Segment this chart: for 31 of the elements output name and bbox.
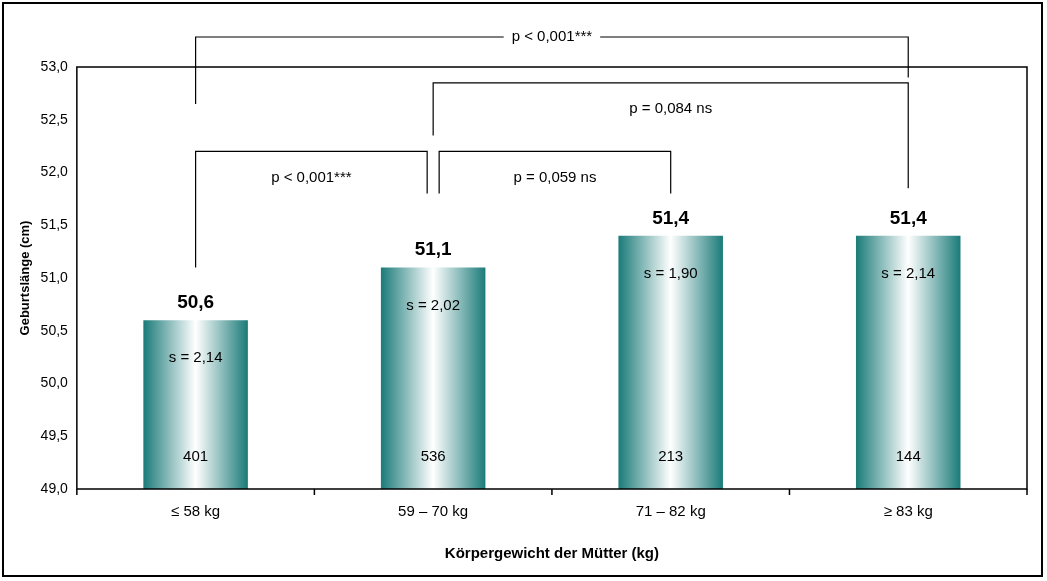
y-tick-label: 49,5 bbox=[40, 427, 69, 444]
y-tick-label: 50,5 bbox=[40, 321, 69, 338]
annotation: p = 0,059 ns bbox=[513, 167, 597, 185]
data-label: 51,4 bbox=[889, 206, 928, 228]
annotation: 213 bbox=[658, 447, 684, 465]
x-tick-label: 59 – 70 kg bbox=[398, 502, 469, 520]
annotation: s = 2,14 bbox=[881, 263, 936, 281]
data-label: 51,1 bbox=[414, 238, 453, 260]
y-tick-label: 53,0 bbox=[40, 57, 69, 74]
text: p < 0,001*** bbox=[511, 27, 593, 45]
annotation: 536 bbox=[420, 447, 446, 465]
annotation: 401 bbox=[183, 447, 209, 465]
annotation: s = 1,90 bbox=[643, 263, 698, 281]
y-tick-label: 52,0 bbox=[40, 163, 69, 180]
annotation: s = 2,02 bbox=[406, 295, 461, 313]
y-tick-label: 50,0 bbox=[40, 374, 69, 391]
y-tick-label: 52,5 bbox=[40, 110, 69, 127]
x-tick-label: 71 – 82 kg bbox=[635, 502, 706, 520]
y-tick-label: 51,0 bbox=[40, 268, 69, 285]
data-label: 51,4 bbox=[652, 206, 690, 228]
y-axis-title: Geburtslänge (cm) bbox=[17, 220, 33, 336]
annotation: p < 0,001*** bbox=[271, 167, 352, 185]
x-axis-title: Körpergewicht der Mütter (kg) bbox=[444, 544, 660, 562]
y-tick-label: 51,5 bbox=[40, 216, 69, 233]
annotation: s = 2,14 bbox=[168, 348, 223, 366]
data-label: 50,6 bbox=[177, 290, 215, 312]
annotation: p = 0,084 ns bbox=[629, 98, 713, 116]
annotation: 144 bbox=[895, 447, 921, 465]
x-tick-label: ≤ 58 kg bbox=[171, 502, 221, 520]
x-tick-label: ≥ 83 kg bbox=[883, 502, 933, 520]
y-tick-label: 49,0 bbox=[40, 479, 69, 496]
